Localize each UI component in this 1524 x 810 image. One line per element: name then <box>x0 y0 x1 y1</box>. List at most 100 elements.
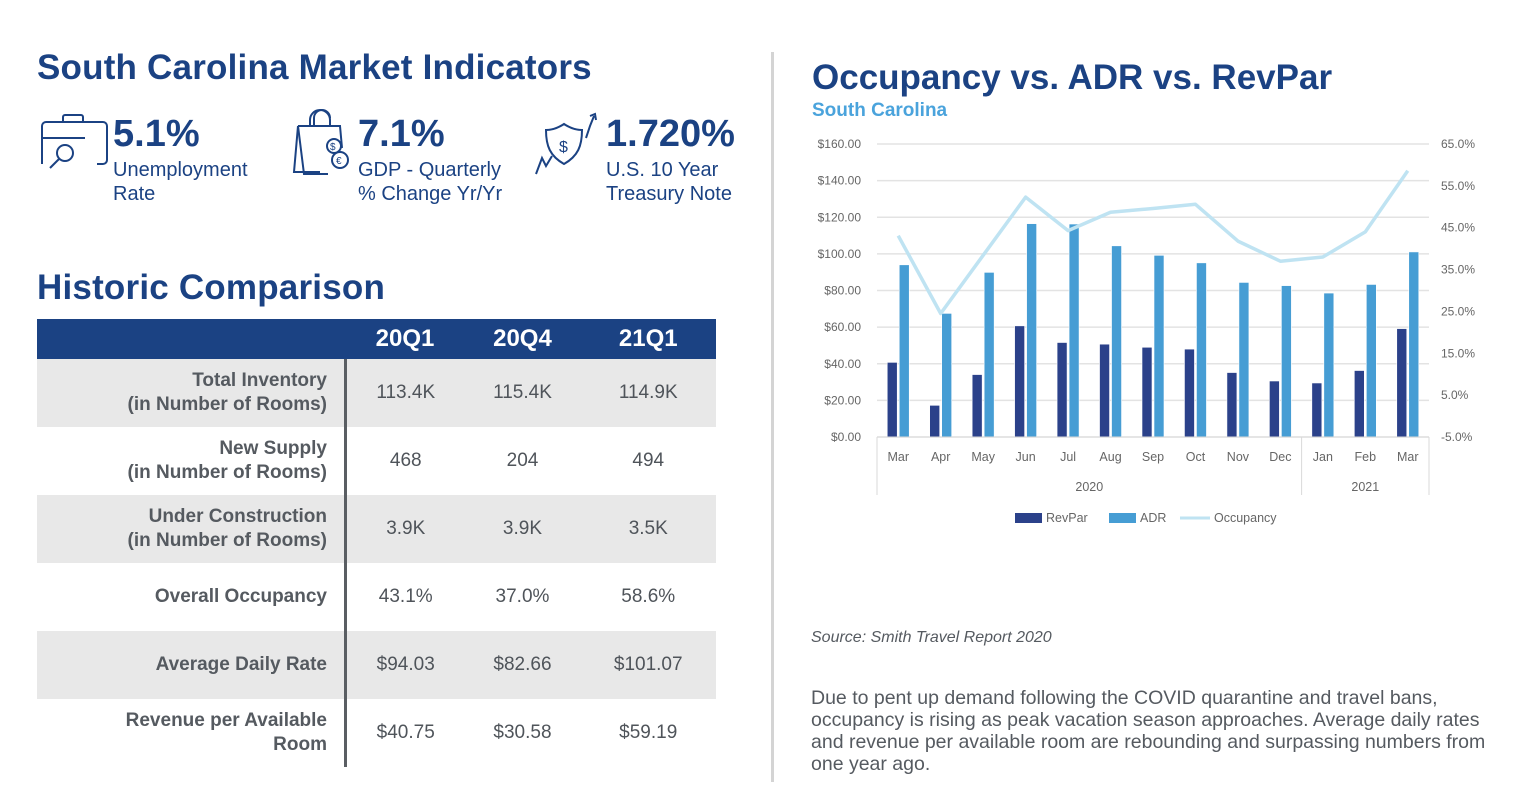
svg-text:$: $ <box>559 139 568 156</box>
occupancy-line-group <box>896 169 1410 316</box>
y-left-tick-label: $20.00 <box>824 393 861 407</box>
row-label-line2: Room <box>273 734 327 755</box>
row-label-line1: Revenue per Available <box>125 710 327 731</box>
shield-dollar-growth-icon: $ <box>530 112 602 182</box>
svg-text:$: $ <box>330 142 336 153</box>
unemployment-label-line2: Rate <box>113 183 156 205</box>
row-label: Average Daily Rate <box>37 631 347 699</box>
gdp-label-line2: % Change Yr/Yr <box>358 183 503 205</box>
treasury-label: U.S. 10 Year Treasury Note <box>606 158 732 206</box>
y-left-tick-label: $120.00 <box>818 210 862 224</box>
market-indicators-title: South Carolina Market Indicators <box>37 48 592 87</box>
cell-20q1: $94.03 <box>345 631 465 699</box>
row-label-line2: (in Number of Rooms) <box>127 462 328 483</box>
y-right-tick-label: 65.0% <box>1441 137 1475 151</box>
source-note: Source: Smith Travel Report 2020 <box>811 629 1052 646</box>
row-label-line1: Average Daily Rate <box>155 654 327 675</box>
cell-21q1: 114.9K <box>580 359 716 427</box>
treasury-value: 1.720% <box>606 113 735 155</box>
table-row: New Supply (in Number of Rooms) 468 204 4… <box>37 427 716 495</box>
bar-revpar <box>1311 382 1323 438</box>
bar-adr <box>1111 245 1122 438</box>
treasury-label-line2: Treasury Note <box>606 183 732 205</box>
y-right-tick-label: -5.0% <box>1441 430 1473 444</box>
y-right-tick-label: 45.0% <box>1441 221 1475 235</box>
x-tick-label: Sep <box>1142 450 1164 464</box>
x-tick-label: Oct <box>1186 450 1206 464</box>
y-left-tick-label: $140.00 <box>818 174 862 188</box>
table-header-row: 20Q1 20Q4 21Q1 <box>37 319 716 359</box>
summary-paragraph: Due to pent up demand following the COVI… <box>811 687 1486 775</box>
y-axis-left: $0.00 $20.00 $40.00 $60.00 $80.00 $100.00 $120… <box>818 137 862 444</box>
bar-revpar <box>1354 370 1365 438</box>
x-tick-label: Mar <box>1397 450 1419 464</box>
row-label-line1: Overall Occupancy <box>154 586 327 607</box>
bar-revpar <box>1141 346 1153 438</box>
bar-adr <box>1323 292 1335 438</box>
bar-revpar <box>971 374 983 438</box>
y-right-tick-label: 15.0% <box>1441 346 1475 360</box>
bars <box>886 223 1420 438</box>
x-tick-label: Jan <box>1313 450 1333 464</box>
bar-revpar <box>1056 342 1068 438</box>
bar-adr <box>1068 223 1080 438</box>
bar-adr <box>1196 262 1207 438</box>
row-label: Revenue per Available Room <box>37 699 347 767</box>
unemployment-label: Unemployment Rate <box>113 158 248 206</box>
cell-20q1: $40.75 <box>376 722 435 743</box>
y-right-tick-label: 55.0% <box>1441 179 1475 193</box>
y-left-tick-label: $60.00 <box>824 320 861 334</box>
bar-adr <box>1408 251 1420 438</box>
cell-20q4: 115.4K <box>464 359 581 427</box>
cell-20q1: 468 <box>389 450 422 471</box>
bar-adr <box>1238 282 1250 438</box>
y-right-tick-label: 35.0% <box>1441 263 1475 277</box>
cell-20q1: 113.4K <box>345 359 465 427</box>
cell-20q4: 204 <box>506 450 539 471</box>
x-group-label: 2021 <box>1351 480 1379 494</box>
bar-revpar <box>1014 325 1025 438</box>
table-row: Total Inventory (in Number of Rooms) 113.… <box>37 359 716 427</box>
unemployment-label-line1: Unemployment <box>113 159 248 181</box>
x-tick-label: Apr <box>931 450 950 464</box>
y-axis-right: -5.0% 5.0% 15.0% 25.0% 35.0% 45.0% 55.0% 65.0% <box>1441 137 1475 444</box>
cell-20q4: 37.0% <box>495 586 550 607</box>
shopping-bag-currency-icon: $ € <box>290 108 356 180</box>
legend-label-adr: ADR <box>1140 511 1166 525</box>
legend: RevPar ADR Occupancy <box>1015 511 1277 525</box>
cell-21q1: 494 <box>632 450 665 471</box>
gdp-value: 7.1% <box>358 113 445 155</box>
bar-revpar <box>1099 343 1110 438</box>
row-label: New Supply (in Number of Rooms) <box>37 427 347 495</box>
gridlines <box>877 143 1429 438</box>
table-row: Under Construction (in Number of Rooms) 3… <box>37 495 716 563</box>
briefcase-search-icon <box>37 112 111 176</box>
historic-comparison-table: 20Q1 20Q4 21Q1 Total Inventory (in Number… <box>37 319 716 767</box>
bar-adr <box>1153 255 1165 438</box>
table-row: Revenue per Available Room $40.75 $30.58 … <box>37 699 716 767</box>
cell-21q1: 3.5K <box>580 495 716 563</box>
row-label: Under Construction (in Number of Rooms) <box>37 495 347 563</box>
cell-20q1: 43.1% <box>378 586 433 607</box>
svg-text:€: € <box>336 156 342 167</box>
cell-21q1: $101.07 <box>580 631 716 699</box>
occupancy-line <box>896 169 1410 316</box>
y-left-tick-label: $40.00 <box>824 357 861 371</box>
table-row: Average Daily Rate $94.03 $82.66 $101.07 <box>37 631 716 699</box>
combo-chart: $0.00 $20.00 $40.00 $60.00 $80.00 $100.00 $120… <box>818 137 1476 525</box>
x-group-label: 2020 <box>1075 480 1103 494</box>
legend-swatch-adr <box>1109 513 1136 523</box>
x-tick-label: Jul <box>1060 450 1076 464</box>
bar-revpar <box>1226 372 1238 438</box>
bar-adr <box>983 272 995 438</box>
unemployment-value: 5.1% <box>113 113 200 155</box>
bar-adr <box>1366 284 1377 438</box>
gdp-label-line1: GDP - Quarterly <box>358 159 501 181</box>
chart-title: Occupancy vs. ADR vs. RevPar <box>812 58 1333 97</box>
x-tick-label: May <box>971 450 995 464</box>
cell-21q1: 58.6% <box>621 586 676 607</box>
table-row: Overall Occupancy 43.1% 37.0% 58.6% <box>37 563 716 631</box>
treasury-label-line1: U.S. 10 Year <box>606 159 719 181</box>
bar-revpar <box>929 405 940 438</box>
row-label-line2: (in Number of Rooms) <box>127 530 328 551</box>
